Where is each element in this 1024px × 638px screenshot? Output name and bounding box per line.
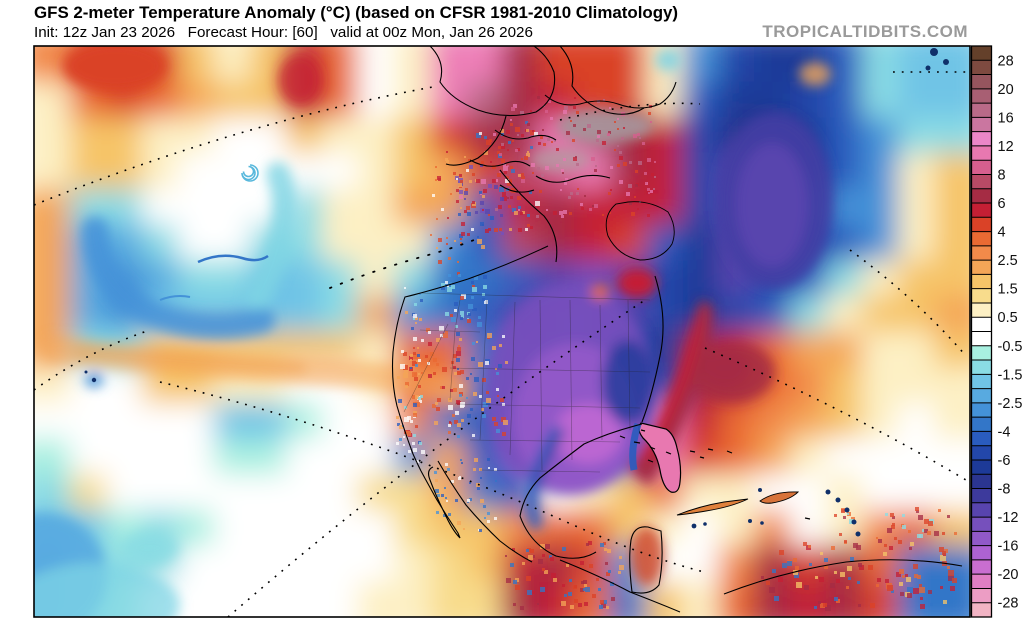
svg-text:-8: -8 bbox=[998, 482, 1011, 498]
svg-text:12: 12 bbox=[998, 139, 1014, 155]
svg-text:-16: -16 bbox=[998, 539, 1019, 555]
svg-text:28: 28 bbox=[998, 53, 1014, 69]
svg-text:-20: -20 bbox=[998, 567, 1019, 583]
svg-text:8: 8 bbox=[998, 167, 1006, 183]
svg-text:-1.5: -1.5 bbox=[998, 367, 1023, 383]
svg-text:16: 16 bbox=[998, 110, 1014, 126]
svg-text:-2.5: -2.5 bbox=[998, 396, 1023, 412]
svg-text:20: 20 bbox=[998, 82, 1014, 98]
svg-text:4: 4 bbox=[998, 225, 1006, 241]
svg-text:-4: -4 bbox=[998, 424, 1011, 440]
svg-text:0.5: 0.5 bbox=[998, 310, 1018, 326]
svg-text:-6: -6 bbox=[998, 453, 1011, 469]
svg-text:-12: -12 bbox=[998, 510, 1019, 526]
svg-text:6: 6 bbox=[998, 196, 1006, 212]
svg-text:-28: -28 bbox=[998, 596, 1019, 612]
svg-text:2.5: 2.5 bbox=[998, 253, 1018, 269]
svg-text:-0.5: -0.5 bbox=[998, 339, 1023, 355]
svg-text:1.5: 1.5 bbox=[998, 282, 1018, 298]
